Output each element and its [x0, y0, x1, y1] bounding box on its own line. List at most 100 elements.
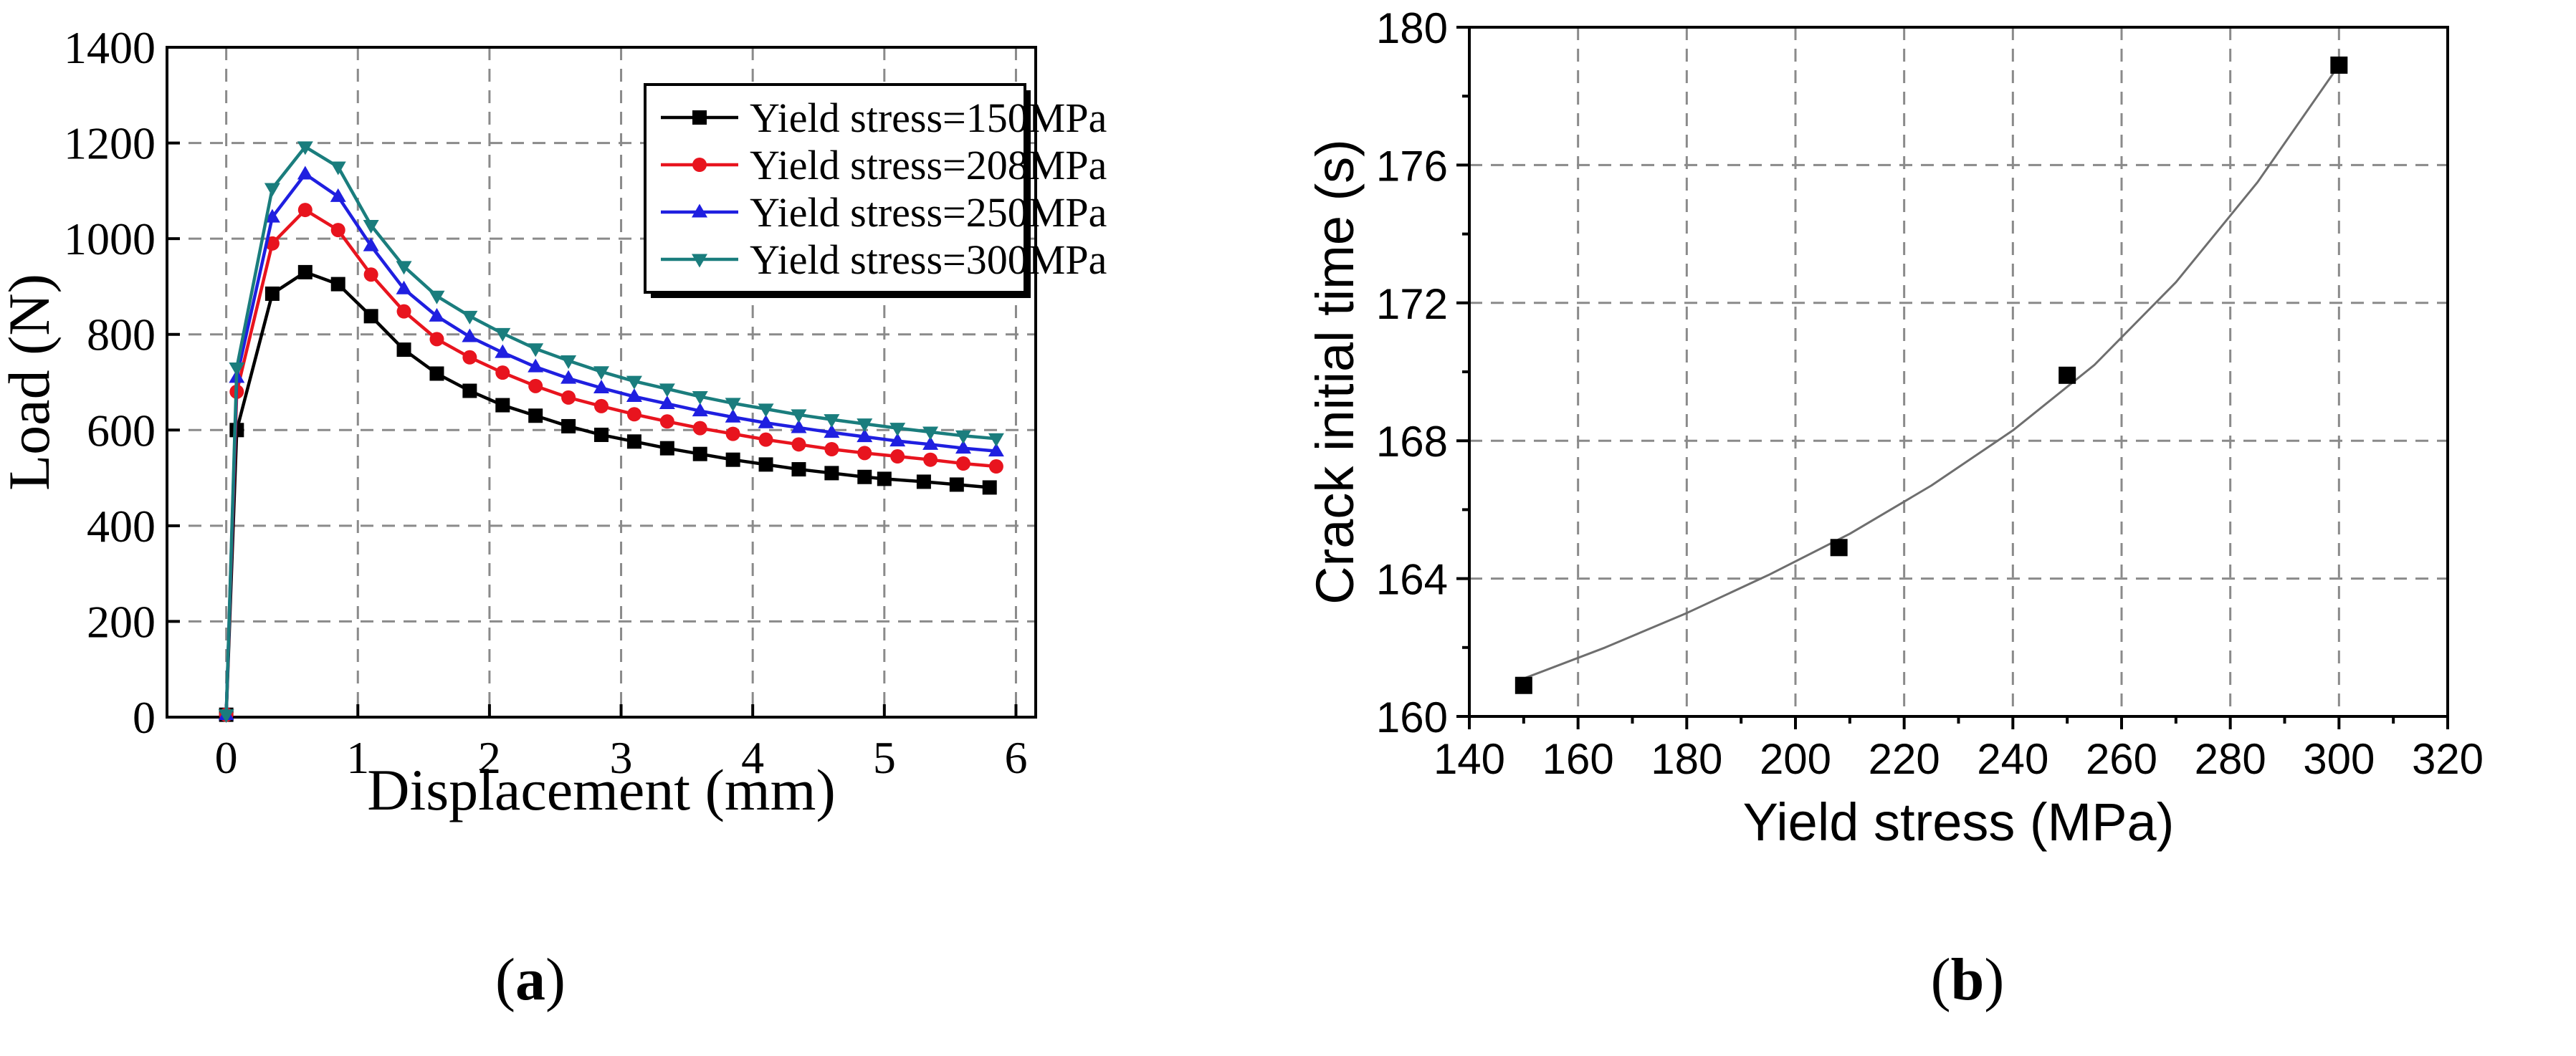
- panel-b-x-tick-label: 260: [2086, 735, 2157, 783]
- panel-a-data-point: [593, 366, 609, 380]
- panel-a-series: [218, 141, 1004, 724]
- panel-a-data-point: [330, 161, 346, 176]
- panel-a-data-point: [889, 433, 906, 447]
- panel-b-data-point: [1830, 539, 1848, 557]
- panel-a-data-point: [229, 362, 245, 376]
- panel-b-y-tick-label: 176: [1376, 142, 1448, 190]
- panel-a-data-point: [725, 398, 741, 412]
- panel-a-data-point: [857, 428, 873, 443]
- panel-a-x-tick-label: 3: [610, 732, 633, 783]
- panel-a-data-point: [626, 407, 641, 422]
- panel-a-data-point: [626, 434, 641, 449]
- panel-a-legend-entry: Yield stress=300MPa: [661, 236, 1107, 283]
- panel-b: 140 160 180 200 220 240 260 280 300 3201601641681…: [1305, 4, 2484, 1013]
- panel-a-ticks: 0 1 2 3 4 5 6 0 200 400 600 800 1000 1200 1400: [64, 22, 1027, 783]
- panel-b-x-tick-label: 180: [1651, 735, 1722, 783]
- panel-b-caption: (b): [1931, 946, 2005, 1013]
- panel-a-data-point: [297, 141, 313, 155]
- panel-b-x-axis-label: Yield stress (MPa): [1743, 792, 2175, 852]
- panel-a-legend-label: Yield stress=150MPa: [750, 95, 1107, 141]
- panel-a-x-axis-label: Displacement (mm): [367, 757, 836, 822]
- panel-a-legend-box: [644, 83, 1026, 294]
- panel-b-data-point: [1514, 676, 1532, 694]
- panel-a-data-point: [626, 375, 642, 390]
- panel-a-data-point: [363, 309, 378, 324]
- panel-a-data-point: [495, 327, 511, 342]
- panel-a-data-point: [363, 237, 379, 251]
- panel-a-data-point: [659, 414, 674, 429]
- panel-a-data-point: [495, 365, 510, 380]
- panel-a-data-point: [659, 441, 674, 456]
- panel-a-data-point: [264, 208, 280, 223]
- panel-a-data-point: [363, 219, 379, 234]
- panel-a-data-point: [988, 433, 1004, 447]
- panel-b-data-point: [2330, 56, 2348, 74]
- panel-b-series: [1514, 56, 2348, 694]
- panel-a-data-point: [692, 391, 708, 405]
- panel-a-x-tick-label: 5: [873, 732, 896, 783]
- panel-a-data-point: [725, 408, 741, 423]
- panel-a-data-point: [429, 366, 444, 381]
- panel-a-y-tick-label: 200: [87, 596, 156, 647]
- panel-b-x-tick-label: 140: [1434, 735, 1505, 783]
- panel-a-data-point: [857, 469, 872, 484]
- panel-a-data-point: [462, 328, 478, 342]
- panel-b-data-point: [2059, 366, 2076, 384]
- panel-a-data-point: [922, 426, 939, 441]
- panel-b-y-tick-label: 160: [1376, 693, 1448, 741]
- panel-a-data-point: [297, 165, 313, 180]
- panel-a-data-point: [692, 446, 707, 461]
- panel-a-data-point: [988, 443, 1004, 457]
- panel-a-legend-marker: [692, 254, 707, 268]
- panel-a-legend-marker: [692, 158, 707, 172]
- panel-a-data-point: [659, 383, 675, 398]
- panel-b-y-tick-label: 168: [1376, 418, 1448, 466]
- panel-a-data-point: [725, 452, 740, 467]
- panel-a-data-point: [758, 403, 774, 418]
- panel-a-data-point: [462, 383, 477, 398]
- panel-a-y-tick-label: 1000: [64, 213, 156, 264]
- panel-a-x-tick-label: 1: [346, 732, 369, 783]
- panel-a-data-point: [956, 456, 970, 471]
- panel-a-data-point: [988, 459, 1003, 474]
- panel-a-legend-entry: Yield stress=150MPa: [661, 95, 1107, 141]
- panel-a-data-point: [396, 304, 411, 319]
- panel-a-data-point: [692, 403, 708, 417]
- panel-a-data-point: [429, 332, 444, 347]
- panel-b-x-tick-label: 200: [1760, 735, 1831, 783]
- panel-a-data-point: [923, 452, 938, 467]
- panel-a-data-point: [218, 709, 234, 724]
- panel-b-x-tick-label: 160: [1542, 735, 1614, 783]
- panel-a-data-point: [330, 188, 346, 202]
- panel-a-data-point: [396, 261, 412, 275]
- panel-a-plot-frame: [166, 46, 1037, 719]
- panel-a-caption: (a): [495, 946, 566, 1013]
- panel-a-data-point: [264, 183, 280, 197]
- panel-a-series-1: [219, 264, 997, 722]
- panel-a-legend-marker: [692, 110, 707, 125]
- panel-a-data-point: [594, 398, 609, 413]
- panel-a-data-point: [791, 409, 807, 423]
- panel-a-series-4: [218, 141, 1004, 724]
- panel-a-data-point: [528, 358, 544, 373]
- panel-a-data-point: [890, 449, 905, 464]
- panel-a-data-point: [396, 342, 411, 357]
- panel-a-data-point: [916, 474, 931, 489]
- panel-a-data-point: [758, 414, 774, 428]
- panel-a-data-point: [725, 426, 740, 441]
- panel-a-data-point: [824, 466, 839, 481]
- panel-a-x-tick-label: 2: [478, 732, 501, 783]
- panel-a-data-point: [857, 418, 873, 433]
- panel-a-data-point: [824, 414, 840, 428]
- panel-a-data-point: [528, 343, 544, 357]
- panel-b-grid: [1469, 27, 2448, 716]
- panel-a-data-point: [560, 370, 577, 384]
- panel-b-y-tick-label: 172: [1376, 280, 1448, 328]
- panel-a-data-point: [857, 446, 872, 461]
- panel-a-y-tick-label: 1200: [64, 118, 156, 169]
- panel-a-legend-label: Yield stress=300MPa: [750, 236, 1107, 283]
- panel-a-data-point: [429, 290, 445, 304]
